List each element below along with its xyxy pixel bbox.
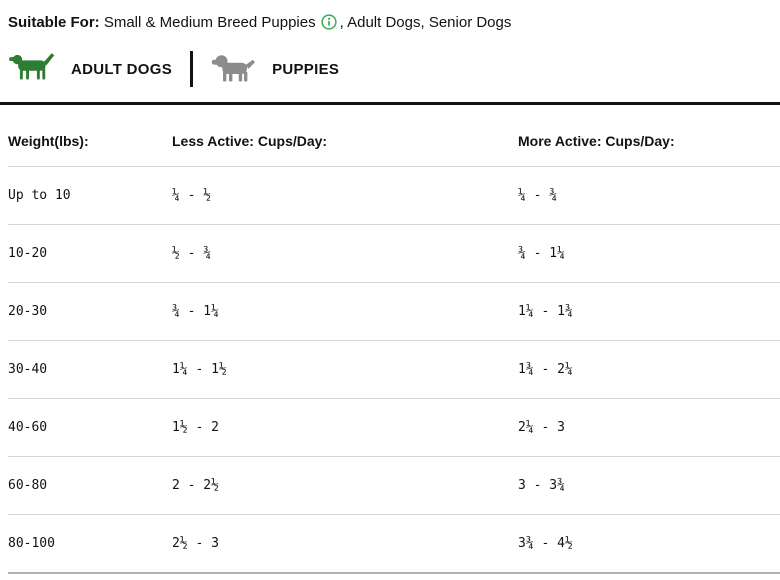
suitable-for-primary: Small & Medium Breed Puppies [99,14,316,31]
info-circle-icon[interactable] [320,14,337,30]
weight-cell: 10-20 [8,224,172,283]
more-active-cell: 3¾ - 4½ [518,514,780,574]
adult-dog-icon [8,52,55,86]
less-active-cell: ¾ - 1¼ [172,282,518,341]
weight-cell: 60-80 [8,456,172,515]
less-active-cell: 1½ - 2 [172,398,518,457]
table-row: 60-80 2 - 2½ 3 - 3¾ [8,456,780,515]
less-active-cell: ½ - ¾ [172,224,518,283]
weight-cell: 30-40 [8,340,172,399]
suitable-for-secondary: , Adult Dogs, Senior Dogs [339,14,512,31]
suitable-for-line: Suitable For: Small & Medium Breed Puppi… [0,0,780,34]
more-active-cell: 2¼ - 3 [518,398,780,457]
column-header-weight: Weight(lbs): [8,105,172,167]
less-active-cell: 1¼ - 1½ [172,340,518,399]
table-row: 80-100 2½ - 3 3¾ - 4½ [8,514,780,574]
more-active-cell: 1¼ - 1¾ [518,282,780,341]
feeding-table: Weight(lbs): Less Active: Cups/Day: More… [8,105,780,574]
tab-divider [190,51,194,87]
tab-puppies-label: PUPPIES [272,60,340,78]
weight-cell: Up to 10 [8,166,172,225]
tab-adult-dogs[interactable]: ADULT DOGS [8,52,172,86]
table-row: 10-20 ½ - ¾ ¾ - 1¼ [8,224,780,283]
weight-cell: 20-30 [8,282,172,341]
less-active-cell: 2½ - 3 [172,514,518,574]
life-stage-tabs: ADULT DOGS [8,49,780,89]
column-header-more-active: More Active: Cups/Day: [518,105,780,167]
suitable-for-label: Suitable For: [8,14,100,31]
column-header-less-active: Less Active: Cups/Day: [172,105,518,167]
table-row: 20-30 ¾ - 1¼ 1¼ - 1¾ [8,282,780,341]
weight-cell: 40-60 [8,398,172,457]
table-row: Up to 10 ¼ - ½ ¼ - ¾ [8,166,780,225]
less-active-cell: 2 - 2½ [172,456,518,515]
more-active-cell: 1¾ - 2¼ [518,340,780,399]
table-header-row: Weight(lbs): Less Active: Cups/Day: More… [8,105,780,167]
less-active-cell: ¼ - ½ [172,166,518,225]
table-row: 30-40 1¼ - 1½ 1¾ - 2¼ [8,340,780,399]
tab-adult-dogs-label: ADULT DOGS [71,60,173,78]
puppy-icon [211,53,256,86]
tab-puppies[interactable]: PUPPIES [211,53,339,86]
more-active-cell: ¼ - ¾ [518,166,780,225]
table-row: 40-60 1½ - 2 2¼ - 3 [8,398,780,457]
more-active-cell: ¾ - 1¼ [518,224,780,283]
more-active-cell: 3 - 3¾ [518,456,780,515]
weight-cell: 80-100 [8,514,172,574]
tabs-underline-rule [0,102,780,105]
